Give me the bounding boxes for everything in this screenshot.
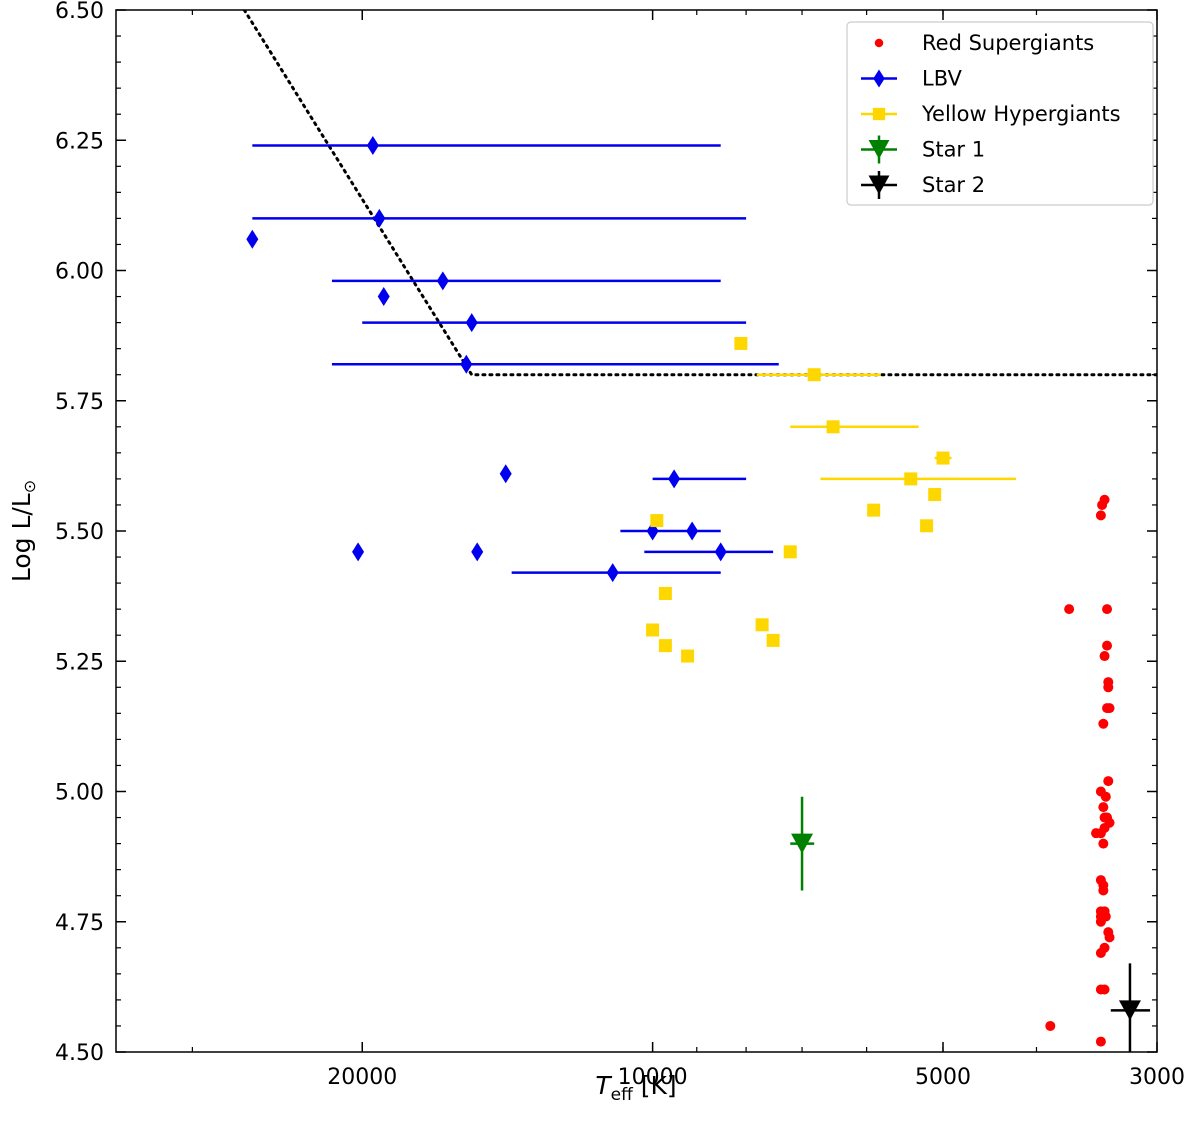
data-point [1118, 1000, 1141, 1021]
data-point [681, 649, 695, 663]
data-point [1091, 828, 1102, 839]
tick-layer: 20000 10000 5000 3000 4.50 4.75 5.00 5.25 5.50 5.… [55, 0, 1185, 1090]
data-point [1104, 932, 1115, 943]
legend: Red Supergiants LBV Yellow Hypergiants Star… [846, 21, 1154, 206]
y-tick-label: 5.25 [55, 650, 104, 675]
y-tick-label: 6.50 [55, 0, 104, 24]
legend-marker [874, 38, 884, 48]
data-point [1099, 651, 1110, 662]
y-axis-label: Log L/L⊙ [7, 480, 39, 582]
data-point [366, 135, 379, 155]
data-point [867, 503, 881, 517]
data-point [714, 542, 727, 562]
data-point [1095, 948, 1106, 959]
x-tick-label: 20000 [327, 1065, 397, 1090]
y-tick-label: 5.50 [55, 520, 104, 545]
legend-label: Star 2 [922, 173, 985, 197]
data-point [783, 545, 797, 559]
data-point [734, 336, 748, 350]
data-point [373, 208, 386, 228]
data-point [668, 469, 681, 489]
data-point [1104, 703, 1115, 714]
data-point [465, 313, 478, 333]
data-point [436, 271, 449, 291]
legend-label: Red Supergiants [922, 31, 1094, 55]
series-star-1 [790, 796, 815, 891]
y-tick-label: 6.00 [55, 260, 104, 285]
legend-entry-star-1: Star 1 [861, 135, 985, 164]
data-point [246, 229, 259, 249]
data-point [499, 464, 512, 484]
data-point [904, 472, 918, 486]
series-lbv [246, 135, 779, 583]
data-point [1098, 718, 1109, 729]
data-point [1064, 604, 1075, 615]
legend-entry-yellow-hypergiants: Yellow Hypergiants [861, 102, 1121, 126]
data-point [1102, 604, 1113, 615]
data-point [936, 451, 950, 465]
y-tick-label: 4.50 [55, 1041, 104, 1066]
legend-marker [872, 107, 886, 121]
data-point [686, 521, 699, 541]
data-point [1095, 916, 1106, 927]
data-layer [242, 10, 1157, 1052]
data-point [646, 623, 660, 637]
y-tick-label: 5.00 [55, 781, 104, 806]
data-point [826, 420, 840, 434]
series-star-2 [1110, 963, 1151, 1052]
data-point [755, 618, 769, 632]
data-point [606, 563, 619, 583]
data-point [928, 488, 942, 502]
legend-entry-lbv: LBV [861, 67, 962, 91]
legend-box [846, 21, 1154, 206]
humphreys-davidson-limit-line [242, 10, 1157, 377]
legend-marker [873, 69, 885, 88]
data-point [377, 287, 390, 307]
legend-marker [868, 140, 890, 159]
data-point [1097, 499, 1108, 510]
x-tick-label: 5000 [915, 1065, 971, 1090]
x-tick-label: 10000 [618, 1065, 688, 1090]
series-yellow-hypergiants [646, 336, 1017, 663]
x-tick-label: 3000 [1129, 1065, 1185, 1090]
legend-label: LBV [922, 67, 962, 91]
y-tick-label: 5.75 [55, 390, 104, 415]
data-point [1103, 682, 1114, 693]
data-point [352, 542, 365, 562]
data-point [807, 368, 821, 382]
data-point [1098, 885, 1109, 896]
data-point [650, 514, 664, 528]
data-point [1099, 984, 1110, 995]
data-point [460, 354, 473, 374]
legend-entry-red-supergiants: Red Supergiants [874, 31, 1094, 55]
data-point [1103, 776, 1114, 787]
data-point [1102, 640, 1113, 651]
data-point [471, 542, 484, 562]
y-tick-label: 4.75 [55, 911, 104, 936]
data-point [766, 633, 780, 647]
series-red-supergiants [1045, 494, 1115, 1047]
data-point [658, 587, 672, 601]
data-point [920, 519, 934, 533]
data-point [658, 639, 672, 653]
data-point [1100, 791, 1111, 802]
y-tick-label: 6.25 [55, 129, 104, 154]
x-axis-label: Teff [K] [595, 1071, 676, 1105]
data-point [1045, 1020, 1056, 1031]
data-point [1098, 838, 1109, 849]
data-point [1095, 1036, 1106, 1047]
data-point [1095, 510, 1106, 521]
data-point [1098, 802, 1109, 813]
legend-entry-star-2: Star 2 [861, 171, 985, 199]
legend-label: Yellow Hypergiants [921, 102, 1121, 126]
data-point [791, 833, 814, 854]
legend-label: Star 1 [922, 138, 985, 162]
legend-marker [868, 175, 890, 195]
